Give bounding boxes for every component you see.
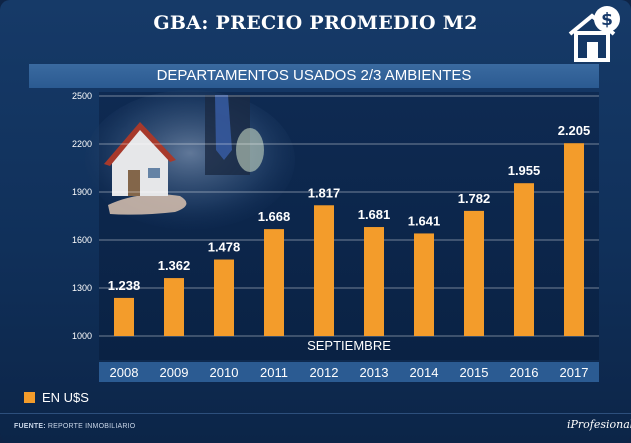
value-label-2015: 1.782 [458,191,491,206]
bar-2017 [564,143,584,336]
x-tick-label-2011: 2011 [260,365,288,380]
source-note: FUENTE: REPORTE INMOBILIARIO [14,423,135,430]
x-tick-label-2012: 2012 [310,365,339,380]
bar-2016 [514,183,534,336]
x-tick-label-2014: 2014 [410,365,439,380]
bar-2012 [314,205,334,336]
y-tick-label: 1600 [72,235,92,245]
chart-annotation: SEPTIEMBRE [307,338,391,353]
x-tick-label-2015: 2015 [460,365,489,380]
bar-2015 [464,210,484,336]
x-tick-label-2008: 2008 [110,365,139,380]
x-tick-label-2010: 2010 [210,365,239,380]
legend-swatch [24,392,35,403]
value-label-2012: 1.817 [308,185,341,200]
house-photo [85,90,295,230]
bar-2009 [164,278,184,336]
value-label-2010: 1.478 [208,240,241,255]
bar-2013 [364,227,384,336]
x-tick-label-2009: 2009 [160,365,189,380]
y-tick-label: 2200 [72,139,92,149]
bar-2011 [264,229,284,336]
bar-2008 [114,297,134,336]
y-tick-label: 2500 [72,91,92,101]
year-strip [99,362,599,382]
page-title: GBA: PRECIO PROMEDIO M2 [153,12,478,34]
value-label-2017: 2.205 [558,123,591,138]
bar-2010 [214,259,234,336]
source-label: FUENTE: [14,423,46,430]
value-label-2014: 1.641 [408,213,441,228]
brand-logo: iProfesional [567,418,631,431]
value-label-2011: 1.668 [258,209,291,224]
legend-label: EN U$S [42,390,89,405]
x-tick-label-2017: 2017 [560,365,589,380]
footer-divider [0,413,631,414]
y-tick-label: 1300 [72,283,92,293]
source-text: REPORTE INMOBILIARIO [47,423,136,430]
value-label-2013: 1.681 [358,207,391,222]
x-tick-label-2013: 2013 [360,365,389,380]
x-tick-label-2016: 2016 [510,365,539,380]
y-tick-label: 1900 [72,187,92,197]
svg-text:$: $ [601,10,613,30]
house-dollar-icon: $ [568,6,620,62]
y-tick-label: 1000 [72,331,92,341]
value-label-2008: 1.238 [108,278,141,293]
value-label-2009: 1.362 [158,258,191,273]
bar-2014 [414,233,434,336]
chart-title: DEPARTAMENTOS USADOS 2/3 AMBIENTES [29,64,599,88]
value-label-2016: 1.955 [508,163,541,178]
